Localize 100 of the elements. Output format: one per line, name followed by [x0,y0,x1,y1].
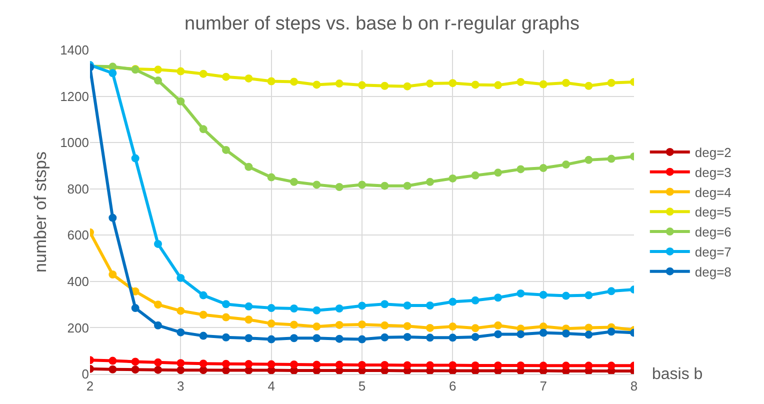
point [607,78,616,87]
point [108,356,117,365]
y-tick-label: 200 [67,320,89,336]
y-tick-label: 600 [67,228,89,243]
point [380,321,389,330]
point [244,74,253,82]
point [358,360,366,369]
point [267,77,276,86]
point [222,146,230,154]
point [290,304,298,313]
point [335,360,344,369]
point [403,182,412,190]
point [290,320,298,329]
point [562,330,570,338]
legend-label: deg=4 [694,184,732,200]
point [539,362,548,370]
point [403,332,412,341]
legend-label: deg=5 [694,204,732,220]
point [358,180,366,189]
point [380,360,389,369]
point [176,366,185,374]
point [267,360,276,368]
point [426,302,434,310]
x-tick-label: 6 [449,378,456,394]
point [471,80,480,89]
point [380,82,389,90]
point [448,174,457,182]
point [471,296,480,304]
legend-label: deg=8 [694,264,732,280]
point [494,321,502,330]
point [199,332,208,340]
point [403,322,412,330]
point [448,79,457,88]
point [199,125,208,134]
point [108,365,117,374]
point [335,320,344,329]
point [222,366,230,374]
point [426,178,434,186]
legend-label: deg=6 [694,224,732,240]
point [312,80,321,89]
y-tick-label: 400 [67,274,89,289]
point [267,335,276,344]
point [448,322,457,331]
point [222,300,230,308]
y-tick-label: 800 [67,181,89,196]
point [335,80,344,88]
y-tick-label: 1000 [60,135,89,150]
point [131,154,140,162]
point [403,361,412,370]
point [335,183,344,192]
x-axis-title: basis b [652,366,703,383]
point [335,334,344,343]
point [607,328,616,336]
point [380,182,389,190]
point [131,358,140,366]
point [290,360,298,369]
point [494,294,502,302]
point [222,333,230,342]
point [539,80,548,88]
x-tick-label: 8 [630,378,638,394]
point [154,76,162,85]
point [448,298,457,306]
point [244,302,253,310]
legend-label: deg=3 [694,164,732,180]
point [176,306,185,315]
point [516,165,525,174]
point [358,320,366,328]
point [584,156,593,164]
point [584,362,593,370]
point [358,302,366,310]
point [290,334,298,342]
point [403,302,412,310]
point [471,332,480,341]
point [471,171,480,180]
point [584,324,593,332]
point [108,214,117,222]
point [199,291,208,300]
point [312,334,321,342]
x-tick-label: 7 [540,378,547,394]
legend-label: deg=2 [694,145,732,160]
point [267,304,276,312]
x-tick-label: 3 [177,378,184,394]
y-tick-label: 1200 [60,88,89,104]
point [176,97,185,106]
point [426,324,434,332]
point [494,81,502,90]
point [516,289,525,298]
point [584,82,593,90]
point [380,300,389,308]
point [539,290,548,299]
point [176,359,185,368]
chart-title: number of steps vs. base b on r-regular graphs [184,13,580,34]
point [244,316,253,324]
point [335,304,344,313]
point [312,322,321,331]
y-tick-label: 1400 [60,42,89,58]
point [312,180,321,189]
point [154,366,162,374]
point [471,324,480,332]
point [584,291,593,300]
